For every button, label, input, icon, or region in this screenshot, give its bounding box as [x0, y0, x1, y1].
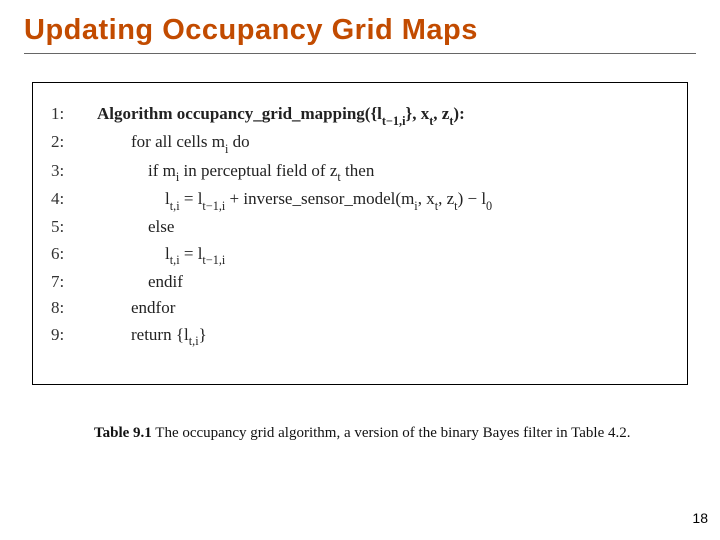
- algo-line-9: 9: return {lt,i}: [51, 322, 669, 350]
- line-number: 5:: [51, 214, 97, 240]
- algo-code: endfor: [97, 295, 175, 321]
- slide-title: Updating Occupancy Grid Maps: [24, 14, 696, 47]
- caption-text: The occupancy grid algorithm, a version …: [152, 425, 631, 441]
- algo-line-8: 8: endfor: [51, 295, 669, 321]
- slide: Updating Occupancy Grid Maps 1: Algorith…: [0, 0, 720, 540]
- table-caption: Table 9.1 The occupancy grid algorithm, …: [94, 425, 696, 442]
- algo-line-4: 4: lt,i = lt−1,i + inverse_sensor_model(…: [51, 186, 669, 214]
- line-number: 1:: [51, 101, 97, 127]
- line-number: 2:: [51, 129, 97, 155]
- algo-code: for all cells mi do: [97, 129, 250, 157]
- page-number: 18: [692, 510, 708, 526]
- algo-code: lt,i = lt−1,i + inverse_sensor_model(mi,…: [97, 186, 492, 214]
- line-number: 4:: [51, 186, 97, 212]
- algorithm-box: 1: Algorithm occupancy_grid_mapping({lt−…: [32, 82, 688, 385]
- caption-label: Table 9.1: [94, 425, 152, 441]
- algo-line-7: 7: endif: [51, 269, 669, 295]
- algo-code: if mi in perceptual field of zt then: [97, 158, 374, 186]
- algo-line-2: 2: for all cells mi do: [51, 129, 669, 157]
- line-number: 9:: [51, 322, 97, 348]
- algo-line-1: 1: Algorithm occupancy_grid_mapping({lt−…: [51, 101, 669, 129]
- algo-line-5: 5: else: [51, 214, 669, 240]
- line-number: 6:: [51, 241, 97, 267]
- algo-code: lt,i = lt−1,i: [97, 241, 225, 269]
- algo-code: endif: [97, 269, 183, 295]
- line-number: 7:: [51, 269, 97, 295]
- algo-line-6: 6: lt,i = lt−1,i: [51, 241, 669, 269]
- line-number: 3:: [51, 158, 97, 184]
- algo-code: else: [97, 214, 174, 240]
- title-underline: [24, 53, 696, 54]
- algo-line-3: 3: if mi in perceptual field of zt then: [51, 158, 669, 186]
- algo-header: Algorithm occupancy_grid_mapping({lt−1,i…: [97, 101, 465, 129]
- line-number: 8:: [51, 295, 97, 321]
- algo-code: return {lt,i}: [97, 322, 207, 350]
